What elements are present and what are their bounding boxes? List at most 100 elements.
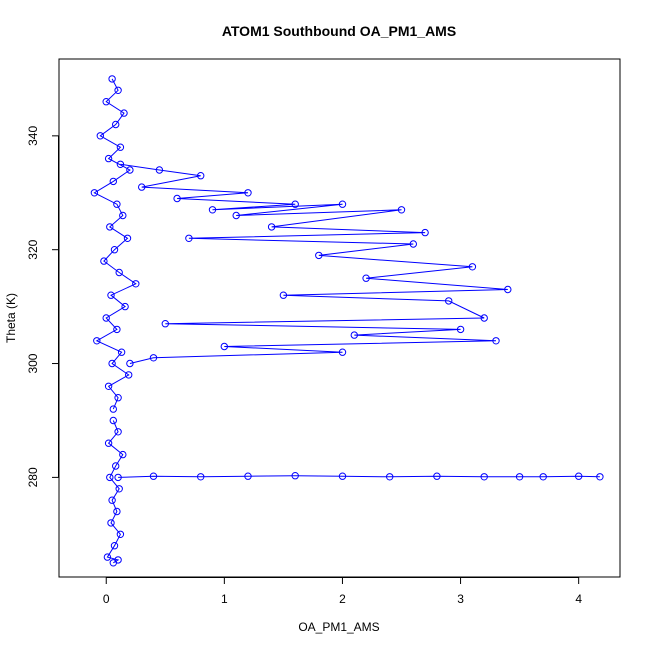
series-line bbox=[106, 420, 124, 564]
data-point bbox=[397, 206, 406, 214]
data-point bbox=[114, 86, 122, 95]
data-point bbox=[110, 246, 119, 254]
data-point bbox=[113, 200, 121, 208]
data-point bbox=[102, 314, 110, 322]
y-tick-label: 340 bbox=[26, 126, 40, 146]
y-tick-label: 300 bbox=[26, 353, 40, 373]
data-point bbox=[185, 234, 193, 243]
data-point bbox=[104, 154, 113, 163]
x-axis-label: OA_PM1_AMS bbox=[298, 620, 379, 634]
y-tick-label: 280 bbox=[26, 467, 40, 487]
data-point bbox=[112, 462, 120, 470]
data-point bbox=[123, 234, 132, 243]
data-point bbox=[108, 359, 116, 368]
data-point bbox=[409, 240, 417, 248]
data-point bbox=[138, 183, 146, 191]
data-point bbox=[112, 120, 120, 129]
x-axis: 0 1 2 3 4 bbox=[103, 577, 582, 606]
y-tick-label: 320 bbox=[26, 239, 40, 259]
data-point bbox=[96, 132, 105, 140]
data-point bbox=[445, 297, 453, 305]
data-point bbox=[456, 325, 465, 334]
x-tick-label: 4 bbox=[575, 592, 582, 606]
chart-title: ATOM1 Southbound OA_PM1_AMS bbox=[222, 23, 456, 39]
data-point bbox=[115, 268, 123, 277]
data-point bbox=[119, 450, 127, 459]
plot-frame bbox=[58, 58, 621, 578]
data-point bbox=[107, 291, 115, 299]
data-point bbox=[232, 211, 240, 220]
data-point bbox=[117, 348, 126, 356]
data-point bbox=[116, 530, 125, 538]
data-point bbox=[575, 472, 583, 480]
data-point bbox=[108, 75, 116, 83]
series-line bbox=[118, 475, 600, 478]
data-point bbox=[115, 485, 123, 493]
data-point bbox=[155, 166, 164, 174]
data-point bbox=[208, 206, 217, 214]
data-point bbox=[267, 223, 276, 231]
data-point bbox=[362, 274, 370, 282]
data-point bbox=[126, 359, 134, 368]
data-point bbox=[421, 228, 429, 237]
data-point bbox=[109, 177, 118, 186]
data-point bbox=[108, 496, 116, 504]
data-point bbox=[126, 166, 134, 174]
data-point bbox=[113, 507, 121, 516]
data-point bbox=[104, 382, 113, 390]
data-point bbox=[480, 314, 488, 322]
data-point bbox=[125, 371, 133, 379]
data-point bbox=[90, 189, 99, 197]
data-point bbox=[386, 473, 394, 481]
data-point bbox=[291, 200, 299, 208]
data-point bbox=[102, 98, 110, 106]
data-point bbox=[109, 405, 118, 413]
data-point bbox=[114, 473, 122, 482]
data-point bbox=[338, 348, 347, 356]
data-point bbox=[433, 472, 441, 480]
data-point bbox=[114, 394, 122, 402]
data-point bbox=[104, 439, 113, 447]
data-point bbox=[93, 337, 101, 345]
data-point bbox=[338, 472, 347, 480]
data-point bbox=[113, 325, 121, 334]
x-tick-label: 0 bbox=[103, 592, 110, 606]
data-layer bbox=[90, 75, 604, 567]
data-point bbox=[515, 473, 524, 481]
data-point bbox=[161, 320, 170, 328]
data-point bbox=[468, 263, 477, 271]
data-point bbox=[480, 473, 488, 481]
data-point bbox=[116, 143, 125, 151]
data-point bbox=[244, 472, 252, 480]
data-point bbox=[107, 519, 115, 527]
series-line bbox=[120, 163, 508, 364]
data-point bbox=[220, 342, 229, 351]
data-point bbox=[291, 472, 299, 480]
data-point bbox=[173, 194, 181, 203]
data-point bbox=[197, 473, 205, 481]
y-axis: 280 300 320 340 bbox=[26, 126, 59, 487]
data-point bbox=[492, 337, 500, 345]
x-tick-label: 3 bbox=[457, 592, 464, 606]
data-point bbox=[106, 473, 114, 482]
data-point bbox=[119, 211, 127, 220]
data-point bbox=[149, 472, 158, 480]
data-point bbox=[106, 223, 114, 231]
data-point bbox=[114, 428, 122, 436]
data-point bbox=[149, 354, 158, 362]
data-point bbox=[315, 251, 323, 260]
data-point bbox=[197, 172, 205, 180]
series-line bbox=[93, 78, 137, 410]
data-point bbox=[110, 542, 119, 550]
data-point bbox=[109, 559, 118, 567]
data-point bbox=[109, 416, 118, 425]
data-point bbox=[100, 257, 108, 265]
data-point bbox=[338, 200, 347, 208]
data-point bbox=[116, 160, 125, 169]
data-point bbox=[244, 189, 252, 197]
data-point bbox=[596, 473, 604, 481]
x-tick-label: 1 bbox=[221, 592, 228, 606]
data-point bbox=[121, 302, 129, 311]
x-tick-label: 2 bbox=[339, 592, 346, 606]
